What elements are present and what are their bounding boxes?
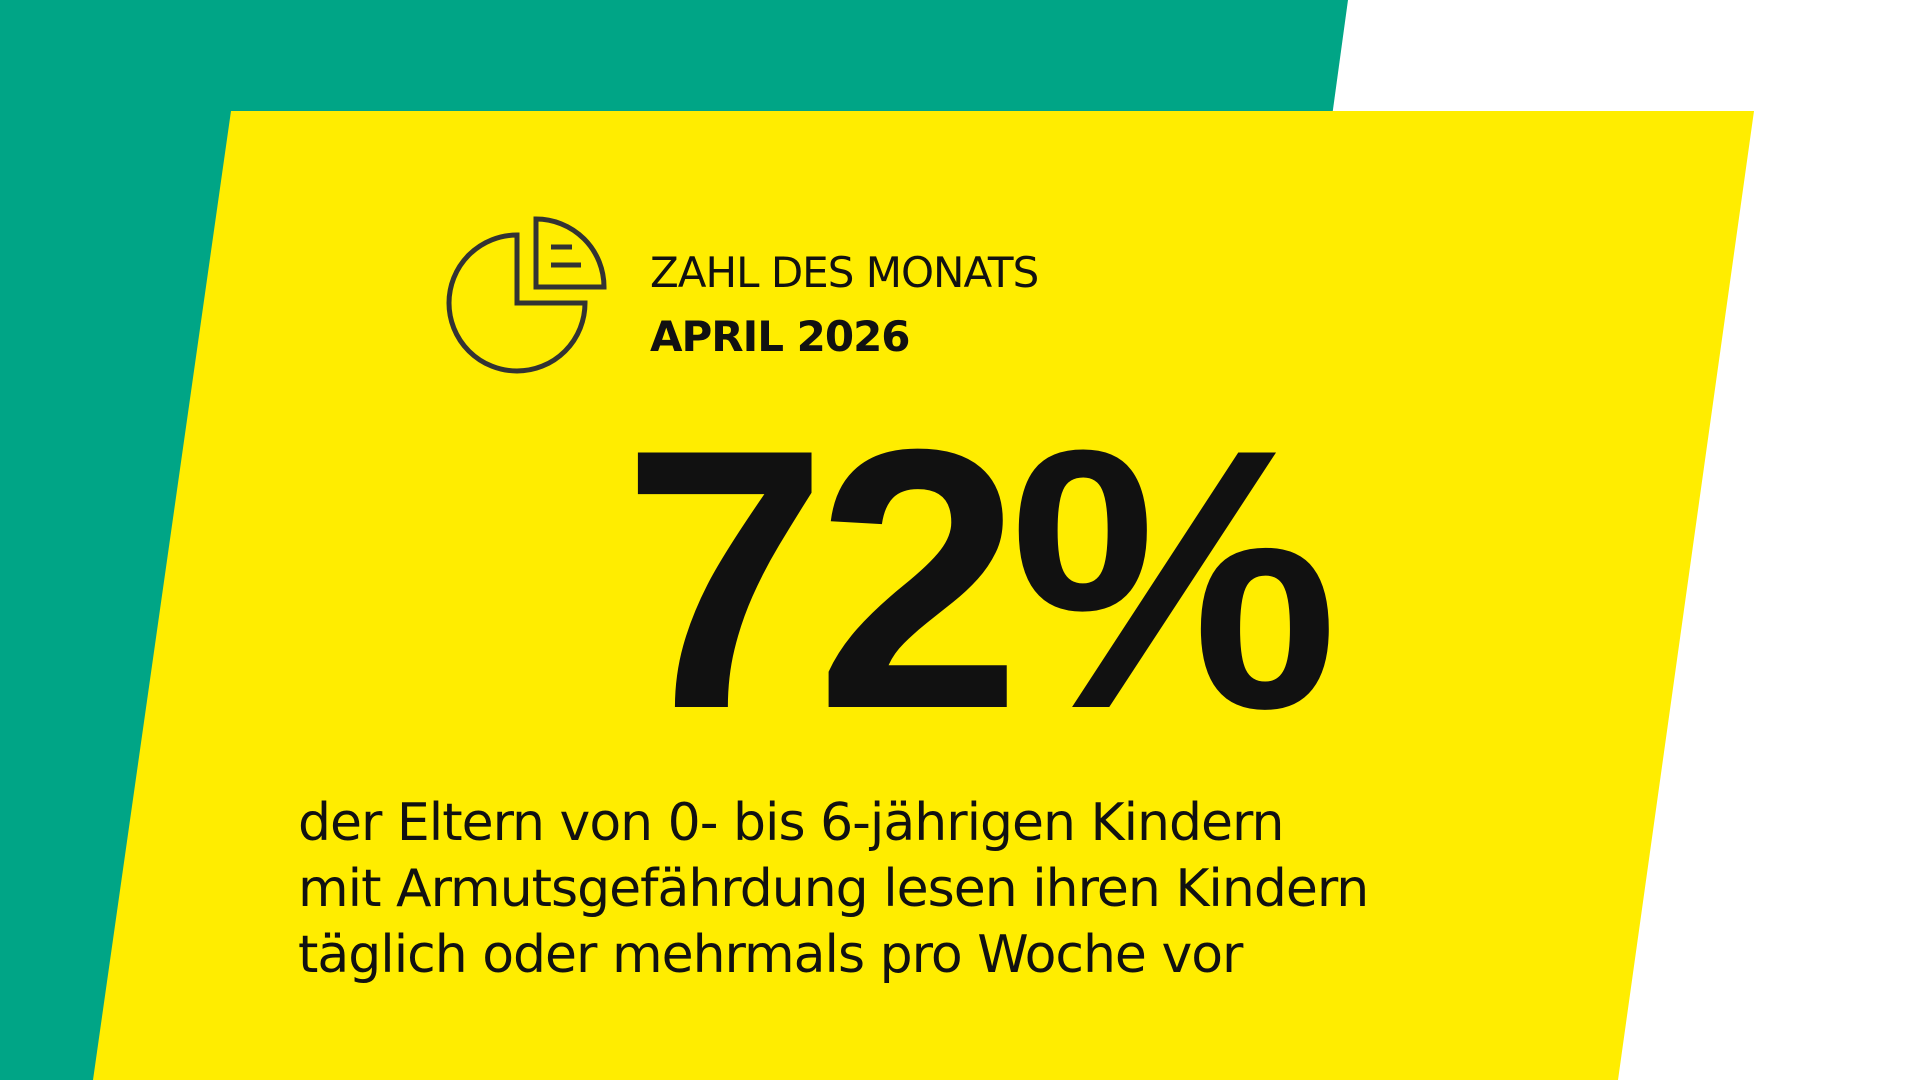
- header-label: ZAHL DES MONATS: [650, 248, 1039, 297]
- description-line: täglich oder mehrmals pro Woche vor: [298, 925, 1243, 985]
- description-line: mit Armutsgefährdung lesen ihren Kindern: [298, 859, 1369, 919]
- description-line: der Eltern von 0- bis 6-jährigen Kindern: [298, 793, 1284, 853]
- yellow-panel: [93, 111, 1754, 1080]
- pie-icon: [446, 216, 607, 374]
- header-date: APRIL 2026: [650, 312, 911, 361]
- statistic: 72%: [622, 373, 1339, 786]
- description: der Eltern von 0- bis 6-jährigen Kindern…: [298, 790, 1369, 988]
